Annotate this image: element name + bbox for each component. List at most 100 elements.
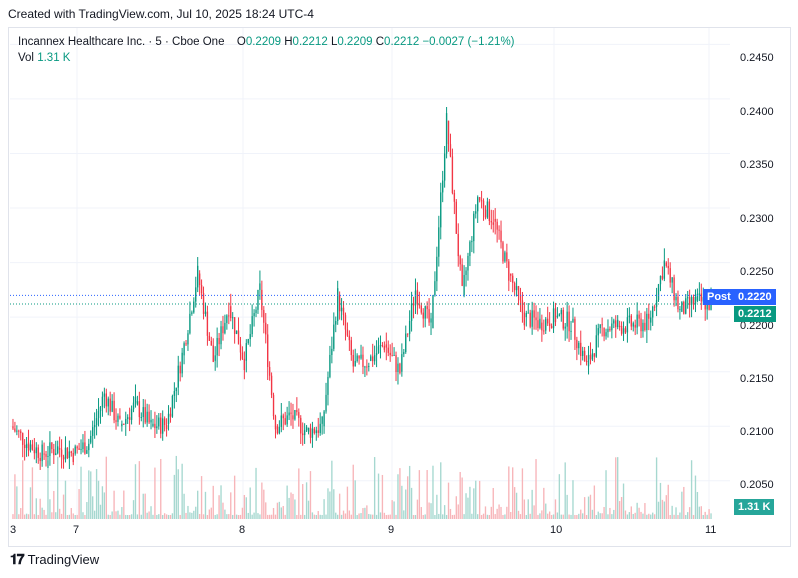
candle-body — [358, 355, 360, 359]
volume-bar — [512, 467, 514, 519]
candle-body — [195, 287, 197, 302]
candle-body — [381, 344, 384, 347]
volume-bar — [364, 507, 366, 519]
candle-body — [55, 453, 57, 456]
candle-body — [115, 420, 117, 422]
candle-body — [325, 394, 327, 412]
volume-bar — [239, 514, 242, 519]
volume-bar — [80, 466, 82, 519]
candle-body — [183, 343, 185, 356]
volume-bar — [626, 514, 629, 519]
volume-bar — [426, 470, 428, 519]
volume-bar — [473, 488, 475, 519]
price-chart-svg[interactable] — [10, 28, 730, 519]
volume-bar — [350, 514, 352, 519]
volume-bar — [90, 471, 92, 519]
volume-bar — [471, 513, 473, 519]
volume-bar — [477, 514, 479, 519]
candle-body — [375, 353, 378, 356]
candle-body — [191, 312, 193, 314]
chart-plot-area[interactable] — [10, 28, 730, 519]
volume-bar — [92, 496, 94, 519]
candle-body — [298, 412, 300, 418]
candle-body — [319, 423, 321, 433]
candle-body — [675, 296, 677, 301]
volume-bar — [193, 510, 195, 519]
volume-bar — [53, 490, 55, 519]
candle-body — [533, 310, 535, 318]
candle-body — [280, 415, 282, 427]
volume-bar — [95, 469, 98, 519]
volume-bar — [428, 502, 430, 519]
candle-body — [426, 306, 428, 310]
candle-body — [603, 328, 605, 337]
volume-bar — [560, 514, 562, 519]
volume-bar — [76, 514, 78, 519]
volume-bar — [134, 464, 137, 519]
candle-body — [121, 423, 123, 427]
candle-body — [278, 426, 281, 434]
candle-body — [366, 366, 368, 368]
volume-bar — [140, 514, 142, 519]
y-tick-label: 0.2150 — [740, 373, 774, 385]
candle-body — [622, 328, 625, 334]
volume-bar — [37, 514, 39, 519]
volume-bar — [162, 514, 164, 519]
candle-body — [642, 322, 644, 332]
volume-bar — [710, 513, 712, 519]
footer-brand-text: TradingView — [27, 552, 100, 567]
candle-body — [506, 252, 508, 262]
volume-bar — [620, 497, 623, 519]
volume-bar — [407, 476, 409, 519]
volume-bar — [550, 514, 553, 519]
volume-bar — [690, 460, 693, 519]
volume-bar — [255, 467, 257, 519]
candle-body — [583, 350, 586, 362]
candle-body — [292, 415, 294, 420]
volume-bar — [86, 502, 88, 519]
candle-body — [412, 303, 415, 306]
candle-body — [560, 309, 562, 315]
time-axis[interactable]: 3 7 8 9 10 11 — [10, 519, 730, 545]
volume-bar — [276, 502, 279, 519]
candle-body — [51, 442, 53, 450]
symbol-title[interactable]: Incannex Healthcare Inc. · 5 · Cboe One — [18, 36, 225, 48]
candle-body — [665, 262, 667, 266]
candle-body — [601, 324, 603, 326]
candle-body — [317, 430, 319, 433]
candle-body — [523, 312, 526, 326]
candle-body — [461, 264, 463, 286]
candle-body — [539, 318, 541, 329]
volume-bar — [212, 485, 214, 519]
candle-body — [550, 326, 553, 329]
footer-brand[interactable]: 𝟏𝟕 TradingView — [10, 551, 99, 568]
volume-bar — [531, 489, 533, 519]
candle-body — [677, 296, 679, 310]
low-value: 0.2209 — [337, 36, 373, 48]
candle-body — [117, 415, 119, 422]
volume-bar — [652, 512, 654, 519]
candle-body — [449, 144, 452, 157]
volume-bar — [698, 506, 701, 519]
volume-bar — [677, 515, 679, 519]
candle-body — [107, 398, 109, 407]
candle-body — [60, 449, 63, 457]
candle-body — [179, 365, 181, 374]
candle-body — [97, 411, 100, 419]
candle-body — [405, 333, 407, 353]
volume-bar — [340, 514, 343, 519]
candle-body — [591, 353, 594, 360]
candle-body — [82, 442, 84, 450]
candle-body — [628, 315, 631, 318]
candle-body — [270, 375, 273, 395]
volume-bar — [393, 501, 395, 519]
price-axis[interactable]: 0.2450 0.2400 0.2350 0.2300 0.2250 0.220… — [703, 28, 790, 519]
volume-bar — [224, 509, 226, 519]
volume-label[interactable]: Vol — [18, 52, 34, 64]
candle-body — [667, 265, 669, 269]
candle-body — [313, 428, 316, 434]
candle-body — [337, 288, 339, 322]
volume-bar — [385, 515, 387, 519]
candle-body — [568, 311, 570, 332]
volume-bar — [570, 514, 572, 519]
